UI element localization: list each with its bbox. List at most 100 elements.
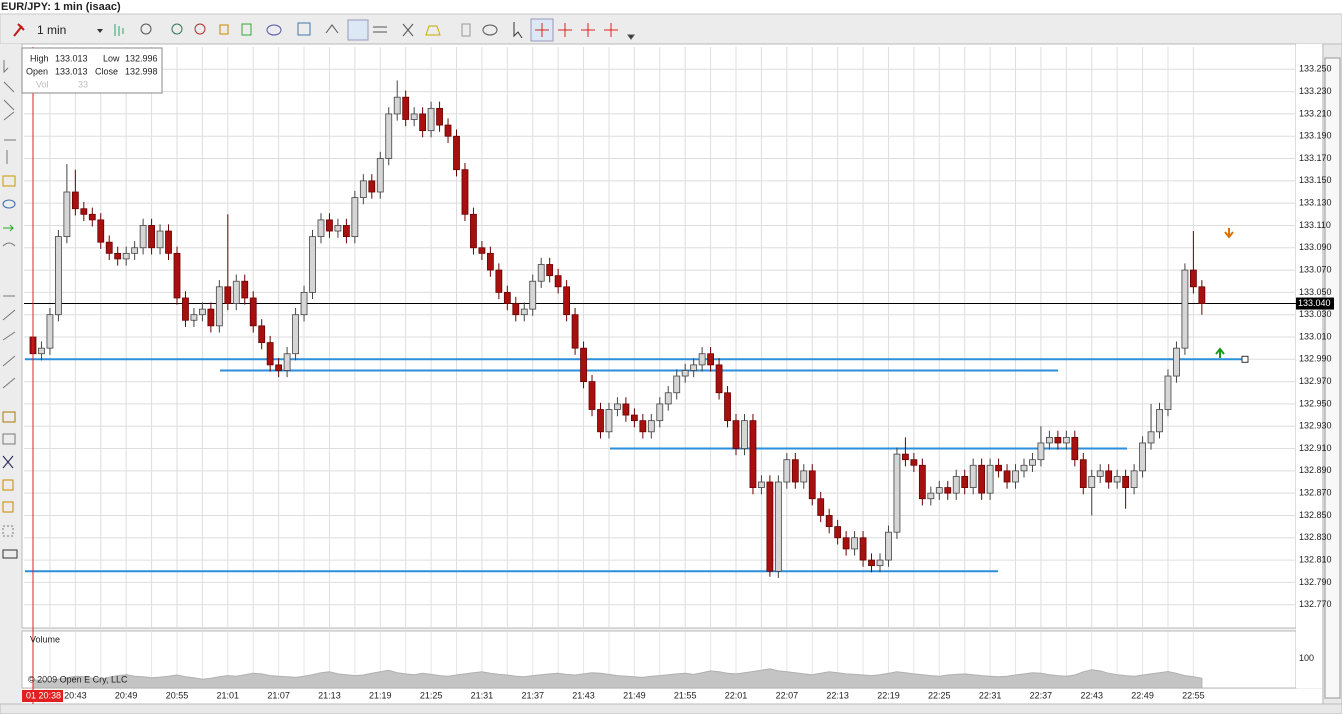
candle-down — [715, 364, 723, 394]
candle-down — [597, 409, 604, 433]
left-toolbar — [0, 44, 21, 714]
last-price-label: 133.040 — [1298, 298, 1331, 308]
volume-title: Volume — [30, 634, 60, 644]
candle-down — [224, 286, 232, 304]
candle-up — [351, 197, 359, 238]
candle-down — [791, 459, 799, 483]
candle-up — [38, 347, 45, 355]
scroll-thumb[interactable] — [1324, 57, 1341, 699]
candle-down — [995, 464, 1002, 472]
y-tick-label: 133.050 — [1299, 287, 1332, 297]
pin-icon[interactable] — [13, 23, 25, 37]
candle-down — [707, 353, 714, 366]
candle-down — [918, 464, 926, 500]
candle-up — [851, 537, 858, 550]
candle-down — [622, 403, 630, 416]
info-label: High — [30, 53, 49, 63]
candle-up — [292, 314, 299, 355]
candle-up — [1113, 476, 1121, 483]
info-value: 33 — [78, 79, 88, 89]
candle-up — [605, 409, 613, 433]
candle-down — [825, 515, 833, 528]
candle-up — [1173, 347, 1180, 377]
x-tick-label: 20:43 — [64, 690, 87, 700]
candle-down — [88, 213, 96, 221]
info-value: 132.998 — [125, 66, 158, 76]
candle-down — [453, 135, 460, 171]
x-tick-label: 22:07 — [776, 690, 799, 700]
candle-up — [283, 353, 291, 371]
candle-up — [232, 280, 240, 304]
candle-up — [1096, 470, 1104, 477]
candle-down — [342, 225, 350, 238]
candle-up — [1130, 470, 1138, 488]
y-tick-label: 132.950 — [1299, 398, 1332, 408]
candle-down — [724, 392, 731, 422]
candle-up — [385, 113, 393, 159]
candle-up — [690, 364, 698, 371]
x-tick-label: 22:25 — [928, 690, 951, 700]
candle-up — [774, 481, 782, 572]
info-label: Open — [26, 66, 48, 76]
candle-up — [359, 180, 367, 198]
y-tick-label: 133.210 — [1299, 108, 1332, 118]
y-tick-label: 133.230 — [1299, 86, 1332, 96]
drawing-tools[interactable] — [2, 60, 18, 559]
candle-up — [122, 252, 130, 260]
candle-down — [1054, 436, 1062, 444]
candle-up — [376, 158, 384, 193]
candle-down — [486, 252, 494, 271]
candle-up — [1088, 476, 1096, 488]
x-tick-label: 21:37 — [521, 690, 544, 700]
candle-down — [630, 414, 638, 422]
candle-up — [1020, 464, 1028, 472]
y-tick-label: 133.090 — [1299, 242, 1332, 252]
candle-up — [681, 370, 689, 377]
candle-down — [817, 498, 825, 516]
candle-up — [393, 96, 401, 115]
line-handle — [1241, 355, 1249, 363]
y-tick-label: 132.870 — [1299, 488, 1332, 498]
dropdown-arrow[interactable] — [97, 29, 103, 33]
candle-down — [148, 225, 155, 249]
y-tick-label: 133.070 — [1299, 264, 1332, 274]
x-tick-label: 21:25 — [420, 690, 443, 700]
candle-down — [571, 314, 579, 349]
title-bar — [0, 0, 1342, 14]
plot-layer: 133.250 133.230 133.210 133.190 133.170 133.1… — [24, 47, 1334, 704]
sell-arrow — [1224, 228, 1234, 239]
x-tick-label: 22:55 — [1182, 690, 1205, 700]
y-tick-label: 133.110 — [1299, 220, 1331, 230]
info-box — [21, 47, 163, 94]
candle-up — [520, 308, 528, 316]
cursor-time: 01 20:38 — [26, 690, 61, 700]
x-tick-label: 21:19 — [369, 690, 392, 700]
candle-down — [766, 481, 774, 572]
x-tick-label: 21:55 — [674, 690, 697, 700]
candle-down — [258, 325, 266, 343]
candle-down — [1003, 470, 1011, 483]
candle-up — [63, 191, 71, 238]
info-label: Vol — [36, 79, 49, 89]
candle-up — [309, 236, 316, 293]
horizontal-scrollbar[interactable] — [0, 703, 1342, 714]
y-tick-label: 133.030 — [1299, 309, 1332, 319]
candle-down — [808, 470, 816, 500]
toolbar-icons[interactable] — [114, 18, 635, 42]
candle-up — [131, 247, 139, 254]
y-tick-label: 132.790 — [1299, 577, 1332, 587]
toolbar — [0, 13, 1342, 45]
x-tick-label: 21:07 — [267, 690, 290, 700]
candle-up — [55, 236, 62, 316]
x-tick-label: 22:43 — [1080, 690, 1103, 700]
candle-up — [935, 487, 943, 494]
candle-up — [427, 107, 435, 132]
candle-down — [495, 269, 503, 293]
candle-down — [402, 96, 410, 120]
candle-up — [614, 403, 621, 410]
candle-down — [749, 420, 757, 488]
interval-select[interactable]: 1 min — [37, 23, 66, 37]
candle-up — [1062, 436, 1070, 444]
candle-down — [961, 476, 969, 488]
candle-down — [910, 459, 918, 466]
